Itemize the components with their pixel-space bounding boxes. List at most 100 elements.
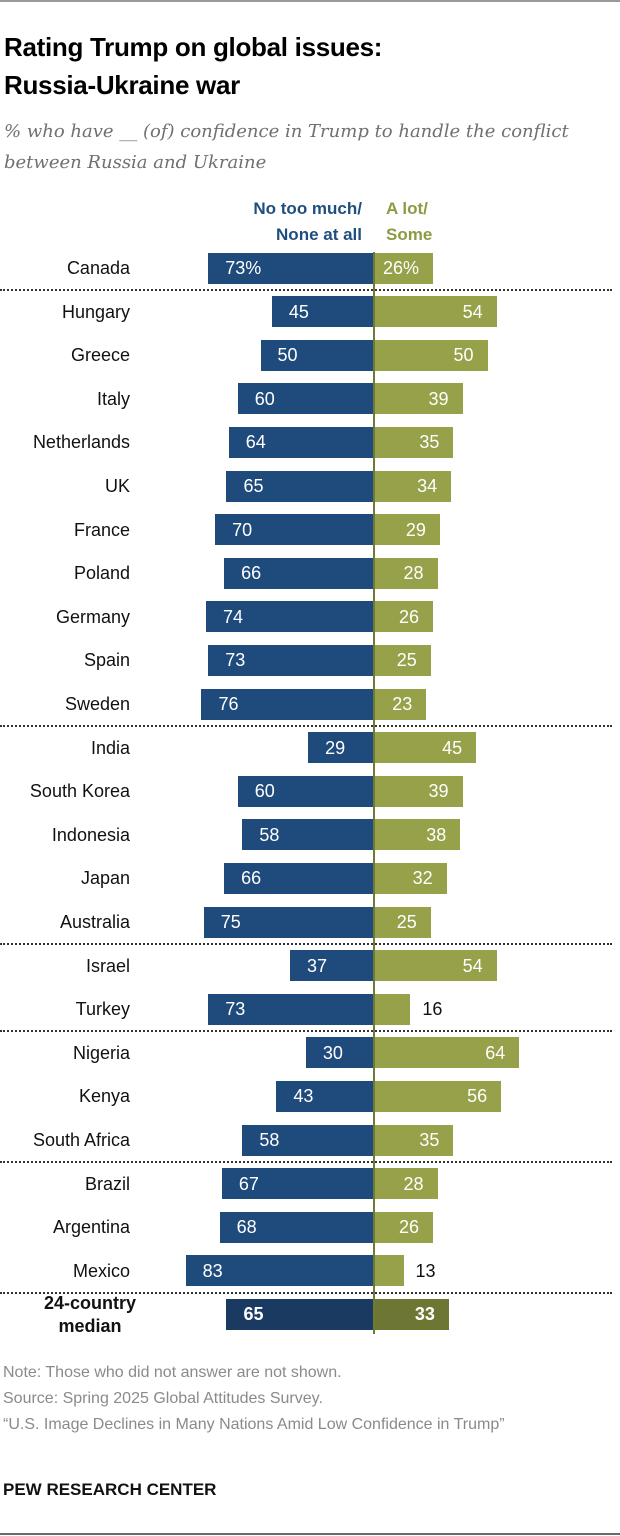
title-line-2: Russia-Ukraine war <box>4 70 240 100</box>
group-separator <box>0 288 612 291</box>
value-label-negative: 73% <box>225 258 262 278</box>
value-label-negative: 83 <box>202 1260 223 1281</box>
value-label-positive: 33 <box>414 1304 435 1325</box>
value-label-negative: 65 <box>243 476 264 496</box>
value-label-negative: 66 <box>241 563 262 584</box>
value-label-positive: 56 <box>467 1086 488 1107</box>
bar-positive <box>374 1298 449 1330</box>
bar-positive <box>374 950 497 982</box>
country-label: Argentina <box>52 1217 130 1238</box>
value-label-positive: 26 <box>399 606 420 627</box>
bar-positive <box>374 1080 502 1112</box>
country-label: UK <box>104 476 130 496</box>
country-label: France <box>73 519 130 540</box>
value-label-positive: 35 <box>419 432 440 453</box>
bar-negative <box>242 819 374 851</box>
value-label-positive: 45 <box>442 737 463 758</box>
country-label: Nigeria <box>72 1042 130 1063</box>
bar-positive <box>374 252 434 284</box>
value-label-positive: 25 <box>396 650 417 671</box>
bar-positive <box>374 1168 438 1200</box>
chart-subtitle: % who have __ (of) confidence in Trump t… <box>4 121 569 173</box>
group-separator <box>0 1291 612 1294</box>
bar-negative <box>208 644 374 676</box>
value-label-negative: 58 <box>259 824 280 845</box>
bar-negative <box>224 557 374 589</box>
country-label: Netherlands <box>32 432 130 453</box>
country-label: Spain <box>83 650 130 671</box>
value-label-positive: 26 <box>399 1217 420 1238</box>
source-text: Source: Spring 2025 Global Attitudes Sur… <box>3 1390 323 1407</box>
value-label-negative: 43 <box>293 1086 314 1107</box>
value-label-negative: 65 <box>243 1304 264 1325</box>
bar-positive <box>374 426 454 458</box>
bar-positive <box>374 514 440 546</box>
bar-negative <box>290 950 374 982</box>
bar-negative <box>276 1080 374 1112</box>
chart-title: Rating Trump on global issues: Russia-Uk… <box>4 28 382 104</box>
value-label-negative: 64 <box>245 432 266 453</box>
value-label-negative: 58 <box>259 1130 280 1150</box>
value-label-positive: 29 <box>405 519 426 540</box>
bar-negative <box>242 1124 374 1156</box>
value-label-negative: 73 <box>225 650 246 671</box>
bar-positive <box>374 732 477 764</box>
bar-negative <box>271 296 374 328</box>
legend-positive-line-2: Some <box>386 225 433 244</box>
country-label: Greece <box>70 345 130 366</box>
bar-negative <box>203 906 374 938</box>
value-label-negative: 45 <box>288 301 309 322</box>
bar-negative <box>226 470 374 502</box>
value-label-positive: 54 <box>462 955 483 976</box>
bar-positive <box>374 383 463 415</box>
country-label: Canada <box>66 258 130 278</box>
zero-axis-line <box>373 252 375 1334</box>
legend-negative-line-1: No too much/ <box>253 199 362 218</box>
value-label-negative: 37 <box>307 955 328 976</box>
bar-negative <box>206 601 374 633</box>
bar-positive <box>374 688 427 720</box>
value-label-positive: 13 <box>415 1260 436 1281</box>
country-label: Indonesia <box>51 824 130 845</box>
value-label-negative: 70 <box>232 519 253 540</box>
bar-negative <box>219 1211 374 1243</box>
value-label-negative: 74 <box>223 606 244 627</box>
bar-positive <box>374 470 452 502</box>
value-label-positive: 16 <box>422 999 443 1020</box>
value-label-negative: 76 <box>218 694 239 714</box>
value-label-positive: 39 <box>428 781 449 802</box>
value-label-positive: 25 <box>396 912 417 932</box>
top-rule <box>0 0 620 2</box>
bar-positive <box>374 644 431 676</box>
value-label-positive: 34 <box>417 476 438 496</box>
footnotes: Note: Those who did not answer are not s… <box>3 1360 603 1438</box>
note-text: Note: Those who did not answer are not s… <box>3 1364 342 1381</box>
country-label: Sweden <box>64 694 130 714</box>
legend-positive-line-1: A lot/ <box>386 199 428 218</box>
bar-positive <box>374 557 438 589</box>
bar-negative <box>308 732 374 764</box>
value-label-negative: 60 <box>254 388 275 409</box>
report-text: “U.S. Image Declines in Many Nations Ami… <box>3 1416 505 1433</box>
country-label: Israel <box>85 955 130 976</box>
country-label: South Africa <box>32 1130 130 1150</box>
bar-negative <box>208 993 374 1025</box>
value-label-negative: 67 <box>238 1173 259 1194</box>
value-label-negative: 68 <box>236 1217 257 1238</box>
bar-positive <box>374 601 434 633</box>
bar-positive <box>374 862 447 894</box>
group-separator <box>0 724 612 727</box>
value-label-negative: 60 <box>254 781 275 802</box>
value-label-positive: 26% <box>383 258 420 278</box>
value-label-positive: 39 <box>428 388 449 409</box>
bar-positive <box>374 296 497 328</box>
legend-negative-line-2: None at all <box>276 225 362 244</box>
pew-logo-text: PEW RESEARCH CENTER <box>3 1480 217 1499</box>
bar-positive <box>374 1037 520 1069</box>
bar-positive <box>374 1255 404 1287</box>
bar-negative <box>221 1168 374 1200</box>
country-label: South Korea <box>29 781 130 802</box>
country-label: Mexico <box>72 1260 130 1281</box>
bottom-rule <box>0 1533 620 1535</box>
